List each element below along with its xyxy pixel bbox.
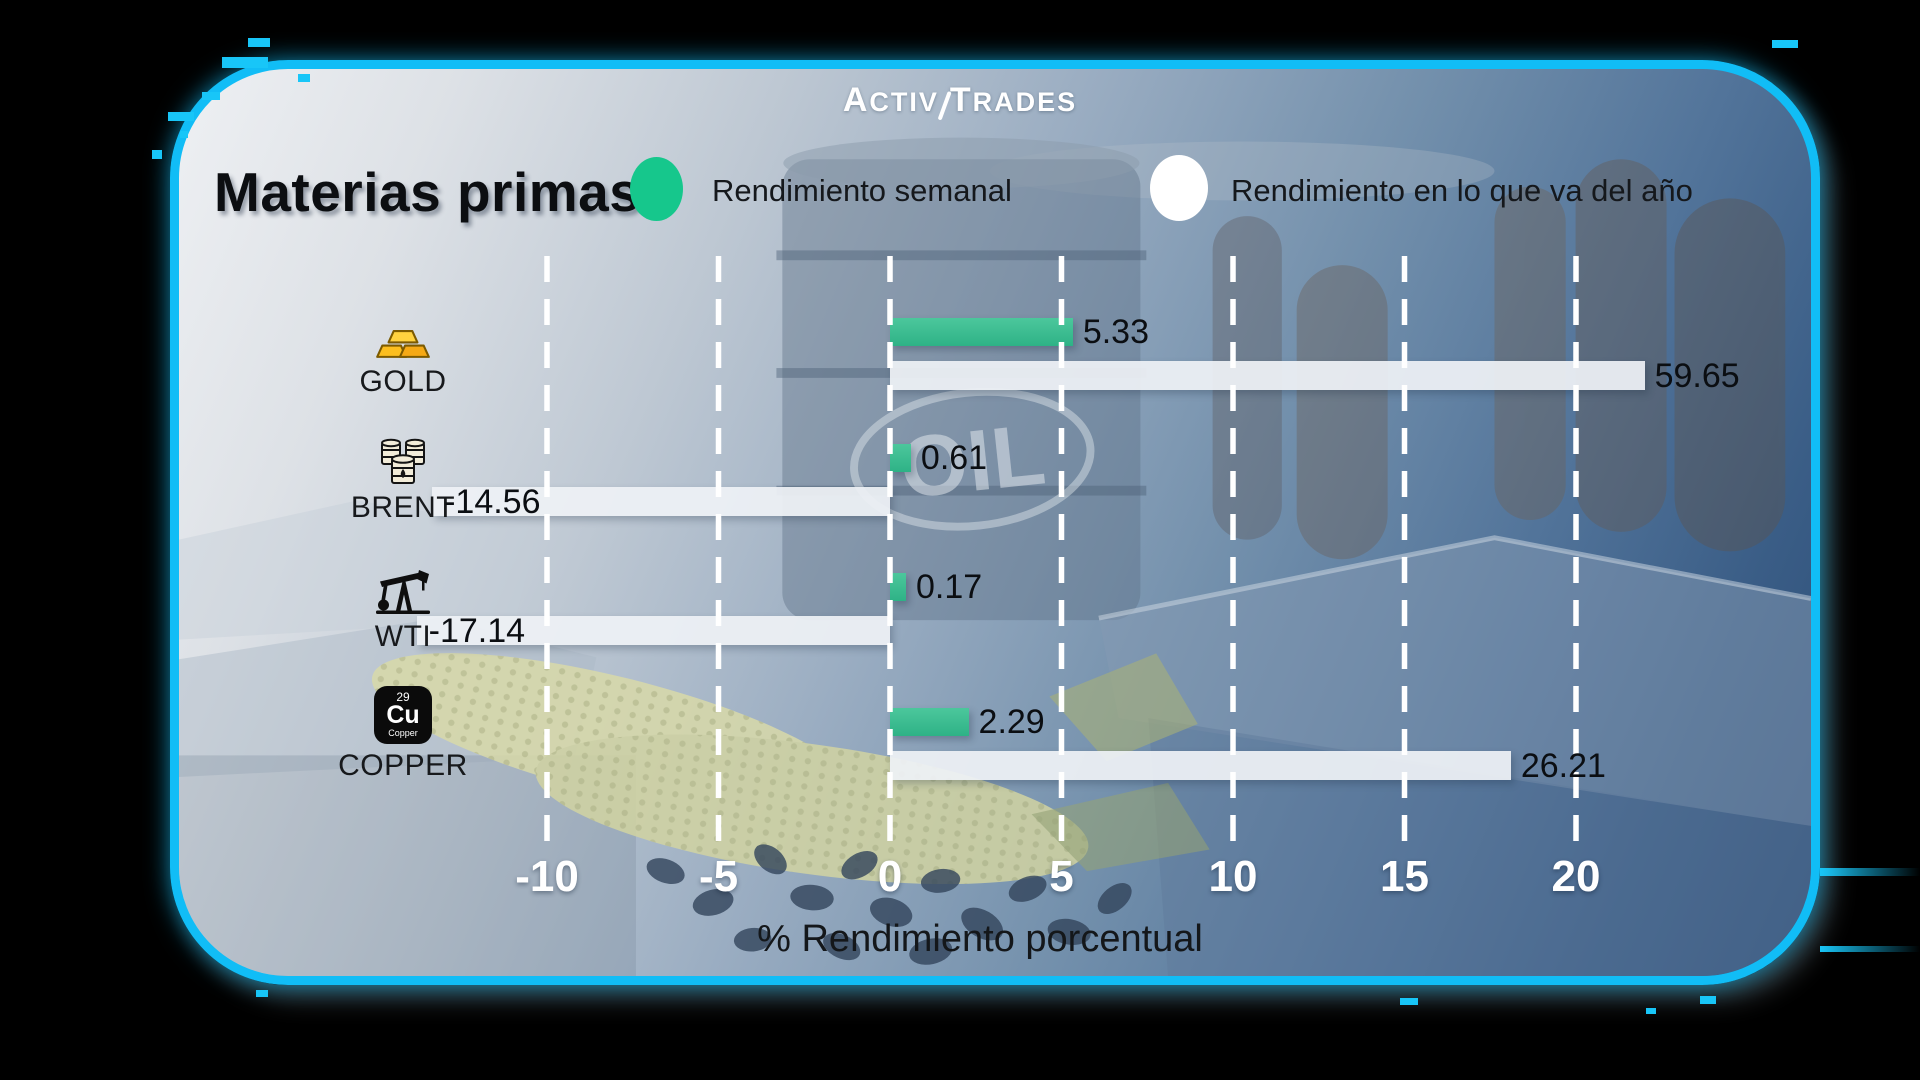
glitch-mark (1400, 998, 1418, 1005)
x-tick-label: 20 (1551, 852, 1601, 901)
legend-weekly-label: Rendimiento semanal (712, 173, 1012, 208)
pump-jack-icon (375, 557, 431, 615)
oil-barrels-icon (378, 428, 428, 486)
glitch-mark (248, 38, 270, 47)
copper-symbol: Cu (386, 701, 420, 729)
glitch-mark (256, 990, 268, 997)
legend-weekly-dot (630, 157, 683, 221)
x-tick-label: -5 (698, 852, 739, 901)
bar-copper-weekly (890, 708, 969, 736)
value-brent-ytd: -14.56 (444, 483, 541, 521)
row-header-brent: BRENT (338, 428, 468, 525)
category-label-brent: BRENT (350, 491, 456, 524)
glitch-mark (180, 131, 188, 138)
bar-brent-weekly (890, 444, 911, 472)
glitch-mark (1700, 996, 1716, 1004)
x-tick-label: 5 (1049, 852, 1074, 901)
x-tick-label: 0 (877, 852, 903, 901)
bar-gold-ytd (890, 361, 1645, 390)
page-title: Materias primas (214, 161, 641, 223)
brand-logo-activ: Activ (842, 81, 939, 119)
value-copper-weekly: 2.29 (978, 703, 1045, 741)
glitch-mark (222, 57, 268, 68)
brand-logo: Activ Trades (0, 81, 1920, 121)
legend-ytd-label: Rendimiento en lo que va del año (1231, 173, 1693, 208)
glitch-mark (152, 150, 162, 159)
row-header-gold: GOLD (338, 302, 468, 399)
glitch-mark (1820, 868, 1920, 876)
value-wti-ytd: -17.14 (428, 612, 526, 650)
glitch-mark (1646, 1008, 1656, 1014)
value-copper-ytd: 26.21 (1520, 747, 1606, 785)
glitch-mark (1772, 40, 1798, 48)
glitch-mark (202, 92, 220, 100)
brand-logo-trades: Trades (949, 81, 1078, 119)
category-label-wti: WTI (374, 620, 432, 653)
row-header-copper: 29 Cu Copper COPPER (338, 686, 468, 783)
bar-brent-ytd (432, 487, 890, 516)
copper-element-icon: 29 Cu Copper (374, 686, 432, 744)
value-wti-weekly: 0.17 (916, 568, 983, 606)
glitch-mark (168, 112, 194, 121)
x-tick-label: 15 (1380, 852, 1429, 901)
x-tick-label: 10 (1208, 852, 1258, 901)
legend-ytd-dot (1150, 155, 1208, 221)
bar-wti-ytd (416, 616, 890, 645)
category-label-gold: GOLD (359, 365, 447, 398)
value-gold-ytd: 59.65 (1654, 357, 1740, 395)
value-gold-weekly: 5.33 (1082, 313, 1149, 351)
value-brent-weekly: 0.61 (920, 439, 988, 477)
row-header-wti: WTI (338, 557, 468, 654)
gold-bars-icon (376, 302, 430, 360)
x-axis-title: % Rendimiento porcentual (757, 918, 1203, 960)
glitch-mark (1820, 946, 1920, 952)
category-label-copper: COPPER (338, 749, 468, 782)
copper-name: Copper (388, 728, 418, 738)
bar-copper-ytd (890, 751, 1511, 780)
bar-wti-weekly (890, 573, 906, 601)
glitch-mark (298, 74, 310, 82)
bar-gold-weekly (890, 318, 1073, 346)
x-tick-label: -10 (515, 852, 579, 901)
